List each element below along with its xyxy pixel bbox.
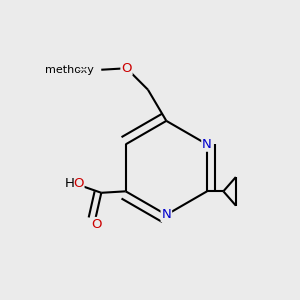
Text: methyl_stub: methyl_stub [78,69,86,71]
Text: O: O [121,62,132,75]
Text: N: N [202,138,212,151]
Text: O: O [91,218,102,231]
Text: methoxy: methoxy [45,65,94,75]
Text: H: H [64,177,74,190]
Text: N: N [161,208,171,221]
Text: O: O [73,177,84,190]
